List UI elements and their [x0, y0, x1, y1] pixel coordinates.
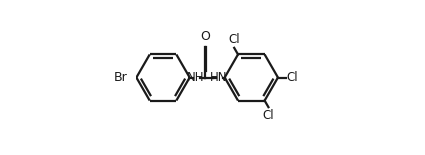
Text: Cl: Cl	[263, 109, 275, 122]
Text: NH: NH	[187, 71, 205, 84]
Text: Cl: Cl	[228, 33, 240, 46]
Text: O: O	[201, 30, 210, 43]
Text: Br: Br	[113, 71, 127, 84]
Text: HN: HN	[210, 71, 227, 84]
Text: Cl: Cl	[286, 71, 298, 84]
